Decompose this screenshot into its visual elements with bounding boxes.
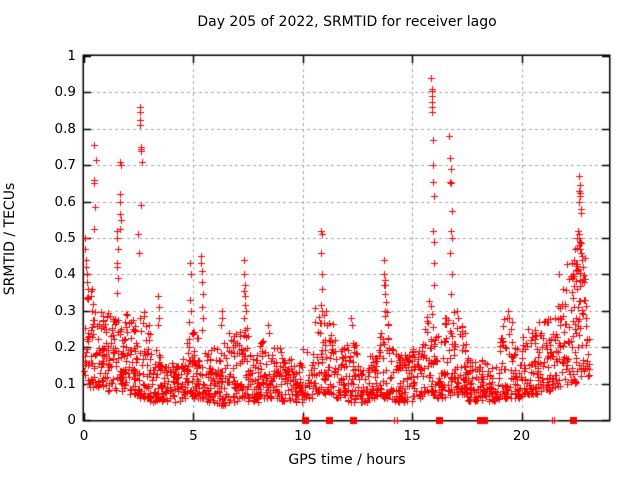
x-tick-label: 0 <box>79 428 89 444</box>
y-tick-label: 1 <box>67 48 76 64</box>
y-tick-label: 0.8 <box>54 120 76 137</box>
x-tick-label: 20 <box>512 428 531 444</box>
y-tick-label: 0.6 <box>54 193 76 210</box>
y-tick-label: 0.1 <box>54 375 76 392</box>
chart-title: Day 205 of 2022, SRMTID for receiver lag… <box>197 14 497 30</box>
y-tick-label: 0.5 <box>54 230 76 246</box>
y-tick-label: 0.4 <box>54 266 76 283</box>
x-tick-label: 15 <box>403 428 421 444</box>
y-tick-label: 0.2 <box>54 339 76 356</box>
y-tick-label: 0.7 <box>54 157 76 174</box>
y-tick-label: 0 <box>67 412 76 428</box>
x-tick-label: 10 <box>294 428 312 444</box>
x-axis-label: GPS time / hours <box>288 452 406 468</box>
x-tick-label: 5 <box>189 428 198 444</box>
y-tick-label: 0.3 <box>54 302 76 319</box>
y-tick-label: 0.9 <box>54 84 76 101</box>
y-axis-label: SRMTID / TECUs <box>2 182 18 296</box>
